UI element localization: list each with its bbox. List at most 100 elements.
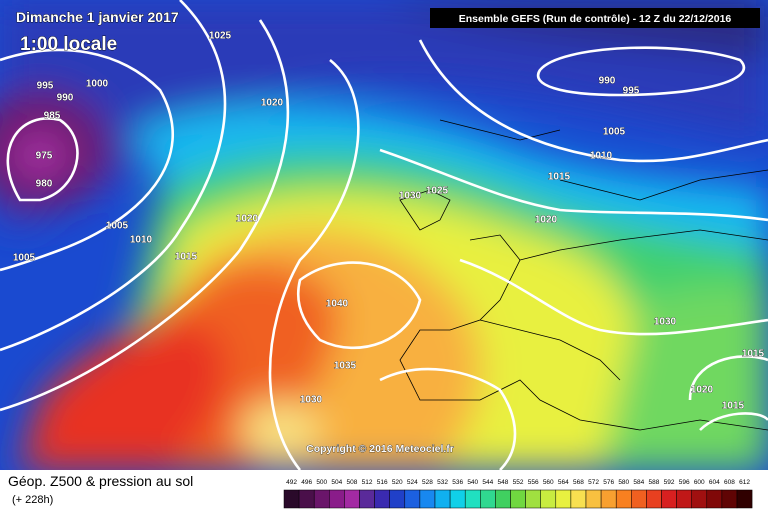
legend-swatch — [344, 489, 360, 509]
legend-label: 612 — [739, 479, 750, 486]
isobar-label: 990 — [599, 76, 616, 87]
legend-label: 504 — [331, 479, 342, 486]
legend-label: 584 — [633, 479, 644, 486]
isobar-label: 995 — [37, 81, 54, 92]
legend-swatch — [404, 489, 421, 509]
run-info: Ensemble GEFS (Run de contrôle) - 12 Z d… — [459, 13, 732, 25]
legend-swatch — [585, 489, 602, 509]
legend-swatch — [555, 489, 572, 509]
legend-swatch — [525, 489, 541, 509]
legend-label: 600 — [694, 479, 705, 486]
isobar-label: 995 — [623, 86, 640, 97]
isobar-label: 985 — [44, 111, 61, 122]
isobar-label: 1015 — [548, 172, 571, 183]
isobar-label: 1030 — [300, 395, 323, 406]
legend-label: 524 — [407, 479, 418, 486]
legend-swatch — [495, 489, 511, 509]
legend-label: 552 — [513, 479, 524, 486]
isobar-label: 1015 — [175, 252, 198, 263]
legend-label: 556 — [528, 479, 539, 486]
isobar-label: 1005 — [106, 221, 129, 232]
isobar-label: 1025 — [209, 31, 232, 42]
legend-swatch — [631, 489, 647, 509]
legend-swatch — [600, 489, 617, 509]
legend-swatch — [480, 489, 496, 509]
legend-label: 536 — [452, 479, 463, 486]
legend-label: 548 — [498, 479, 509, 486]
legend-swatch — [389, 489, 406, 509]
isobar-label: 1010 — [590, 151, 613, 162]
legend-swatch — [313, 489, 330, 509]
legend-swatch — [570, 489, 587, 509]
legend-swatch — [374, 489, 390, 509]
isobar-label: 990 — [57, 93, 74, 104]
isobar-label: 1015 — [742, 349, 765, 360]
legend-label: 496 — [301, 479, 312, 486]
legend-label: 520 — [392, 479, 403, 486]
legend-swatch — [676, 489, 692, 509]
legend-label: 492 — [286, 479, 297, 486]
legend-swatch — [419, 489, 436, 509]
isobar-label: 980 — [36, 179, 53, 190]
isobar-label: 1025 — [426, 186, 449, 197]
legend-label: 576 — [603, 479, 614, 486]
time: 1:00 locale — [20, 34, 117, 55]
legend-swatch — [540, 489, 557, 509]
legend-label: 604 — [709, 479, 720, 486]
legend-label: 568 — [573, 479, 584, 486]
legend-swatch — [615, 489, 632, 509]
legend-swatch — [721, 489, 738, 509]
isobar-label: 1030 — [654, 317, 677, 328]
legend-swatch — [449, 489, 466, 509]
legend-swatch — [661, 489, 677, 509]
legend-label: 516 — [377, 479, 388, 486]
legend-swatch — [736, 489, 753, 509]
isobar-label: 1005 — [13, 253, 36, 264]
run-box — [430, 8, 760, 28]
isobar-label: 1030 — [399, 191, 422, 202]
legend-label: 540 — [467, 479, 478, 486]
legend-label: 544 — [482, 479, 493, 486]
legend-label: 564 — [558, 479, 569, 486]
legend-label: 572 — [588, 479, 599, 486]
isobar-label: 975 — [36, 151, 53, 162]
legend-label: 588 — [649, 479, 660, 486]
isobar-label: 1020 — [261, 98, 284, 109]
legend-swatch — [298, 489, 315, 509]
isobar-label: 1035 — [334, 361, 357, 372]
legend-label: 596 — [679, 479, 690, 486]
legend-label: 508 — [347, 479, 358, 486]
legend-swatch — [329, 489, 345, 509]
legend-label: 512 — [362, 479, 373, 486]
legend-swatch — [434, 489, 451, 509]
legend-swatch — [464, 489, 481, 509]
isobar-label: 1015 — [722, 401, 745, 412]
date: Dimanche 1 janvier 2017 — [16, 9, 179, 25]
legend-label: 500 — [316, 479, 327, 486]
lead-time: (+ 228h) — [12, 494, 53, 506]
legend-swatch — [691, 489, 708, 509]
legend-swatch — [359, 489, 375, 509]
isobar-label: 1000 — [86, 79, 109, 90]
isobar-label: 1040 — [326, 299, 349, 310]
isobar-label: 1020 — [236, 214, 259, 225]
legend-label: 532 — [437, 479, 448, 486]
legend-swatch — [283, 489, 300, 509]
legend-label: 580 — [618, 479, 629, 486]
legend-label: 528 — [422, 479, 433, 486]
field — [0, 0, 768, 470]
isobar-label: 1010 — [130, 235, 153, 246]
legend-swatch — [510, 489, 526, 509]
legend-swatch — [646, 489, 662, 509]
legend-swatch — [706, 489, 723, 509]
isobar-label: 1020 — [691, 385, 714, 396]
legend-label: 560 — [543, 479, 554, 486]
footer-title: Géop. Z500 & pression au sol — [8, 473, 193, 489]
isobar-label: 1005 — [603, 127, 626, 138]
legend-label: 608 — [724, 479, 735, 486]
legend: 492 496 500 504 508 512 516 520 524 528 532 536 540 5… — [283, 479, 753, 509]
isobar-label: 1020 — [535, 215, 558, 226]
legend-label: 592 — [664, 479, 675, 486]
